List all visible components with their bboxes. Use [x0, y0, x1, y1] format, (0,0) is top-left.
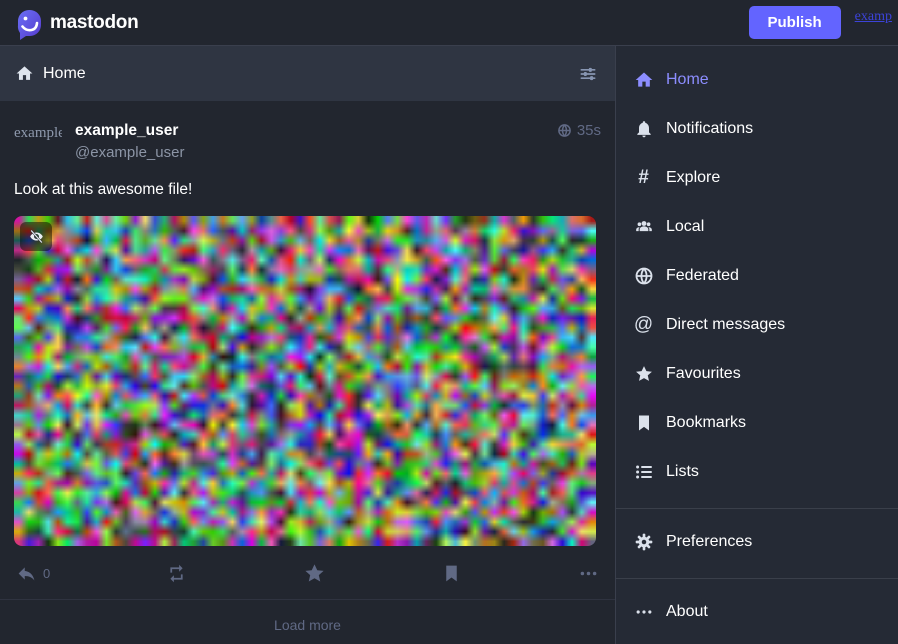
- nav-divider: [616, 578, 898, 579]
- account-corner-link[interactable]: examp: [854, 9, 892, 24]
- ellipsis-icon: [632, 601, 655, 623]
- nav-item-favourites[interactable]: Favourites: [616, 349, 898, 398]
- account-handle: @example_user: [75, 144, 185, 161]
- navigation-panel: Home Notifications # Explore Local Feder…: [615, 46, 898, 644]
- star-icon: [305, 564, 324, 582]
- home-column: Home example example_user: [0, 46, 615, 644]
- column-header[interactable]: Home: [0, 46, 615, 101]
- bookmark-icon: [446, 565, 458, 582]
- sliders-icon: [580, 67, 596, 80]
- noise-image[interactable]: [14, 215, 596, 546]
- nav-divider: [616, 508, 898, 509]
- status-action-bar: 0: [14, 562, 601, 585]
- globe-icon: [632, 265, 655, 287]
- home-icon: [632, 69, 655, 91]
- home-icon: [16, 66, 33, 80]
- avatar-alt-text: example: [14, 125, 62, 141]
- status-post: example example_user @example_user 35s L…: [0, 101, 615, 599]
- at-icon: @: [633, 314, 654, 335]
- brand-wordmark: mastodon: [50, 11, 139, 33]
- status-meta: 35s: [557, 119, 601, 139]
- nav-label: About: [666, 602, 708, 620]
- account-names: example_user @example_user: [75, 119, 557, 161]
- mastodon-logo[interactable]: mastodon: [12, 6, 139, 40]
- nav-label: Home: [666, 70, 709, 88]
- nav-item-local[interactable]: Local: [616, 202, 898, 251]
- status-header: example example_user @example_user 35s: [14, 119, 601, 167]
- reply-button[interactable]: 0: [16, 563, 50, 584]
- nav-label: Notifications: [666, 119, 754, 137]
- nav-item-preferences[interactable]: Preferences: [616, 517, 898, 566]
- gear-icon: [632, 531, 655, 553]
- top-bar: mastodon Publish examp: [0, 0, 898, 46]
- public-globe-icon: [557, 124, 571, 137]
- nav-label: Local: [666, 217, 705, 235]
- nav-label: Lists: [666, 462, 699, 480]
- avatar[interactable]: example: [14, 119, 62, 167]
- publish-button[interactable]: Publish: [748, 6, 841, 39]
- nav-label: Explore: [666, 168, 721, 186]
- ellipsis-icon: [580, 571, 597, 575]
- nav-item-direct-messages[interactable]: @ Direct messages: [616, 300, 898, 349]
- main-area: Home example example_user: [0, 46, 898, 644]
- favourite-button[interactable]: [303, 562, 326, 585]
- mastodon-elephant-icon: [12, 6, 46, 40]
- column-settings-button[interactable]: [576, 62, 600, 86]
- hashtag-icon: #: [638, 167, 649, 188]
- boost-icon: [170, 564, 183, 582]
- star-icon: [632, 363, 655, 385]
- nav-label: Federated: [666, 266, 739, 284]
- nav-label: Direct messages: [666, 315, 786, 333]
- bookmark-icon: [632, 412, 655, 434]
- status-text: Look at this awesome file!: [14, 181, 193, 198]
- nav-label: Bookmarks: [666, 413, 747, 431]
- eye-slash-icon: [29, 229, 43, 243]
- column-title: Home: [43, 64, 86, 82]
- boost-button[interactable]: [166, 563, 187, 584]
- nav-label: Preferences: [666, 532, 753, 550]
- reply-icon: [18, 567, 35, 581]
- nav-item-bookmarks[interactable]: Bookmarks: [616, 398, 898, 447]
- timeline-divider: [0, 598, 615, 600]
- status-media[interactable]: [14, 215, 596, 546]
- hide-media-button[interactable]: [20, 221, 52, 251]
- load-more-button[interactable]: Load more: [0, 600, 615, 644]
- users-icon: [632, 216, 655, 238]
- bell-icon: [632, 118, 655, 140]
- nav-label: Favourites: [666, 364, 741, 382]
- nav-item-lists[interactable]: Lists: [616, 447, 898, 496]
- nav-item-explore[interactable]: # Explore: [616, 153, 898, 202]
- list-icon: [632, 461, 655, 483]
- timeline: example example_user @example_user 35s L…: [0, 101, 615, 644]
- more-button[interactable]: [578, 563, 599, 584]
- display-name[interactable]: example_user: [75, 122, 179, 139]
- bookmark-button[interactable]: [441, 563, 462, 584]
- nav-item-notifications[interactable]: Notifications: [616, 104, 898, 153]
- timestamp[interactable]: 35s: [576, 122, 601, 139]
- reply-count: 0: [43, 565, 51, 581]
- nav-item-about[interactable]: About: [616, 587, 898, 636]
- nav-item-home[interactable]: Home: [616, 55, 898, 104]
- nav-item-federated[interactable]: Federated: [616, 251, 898, 300]
